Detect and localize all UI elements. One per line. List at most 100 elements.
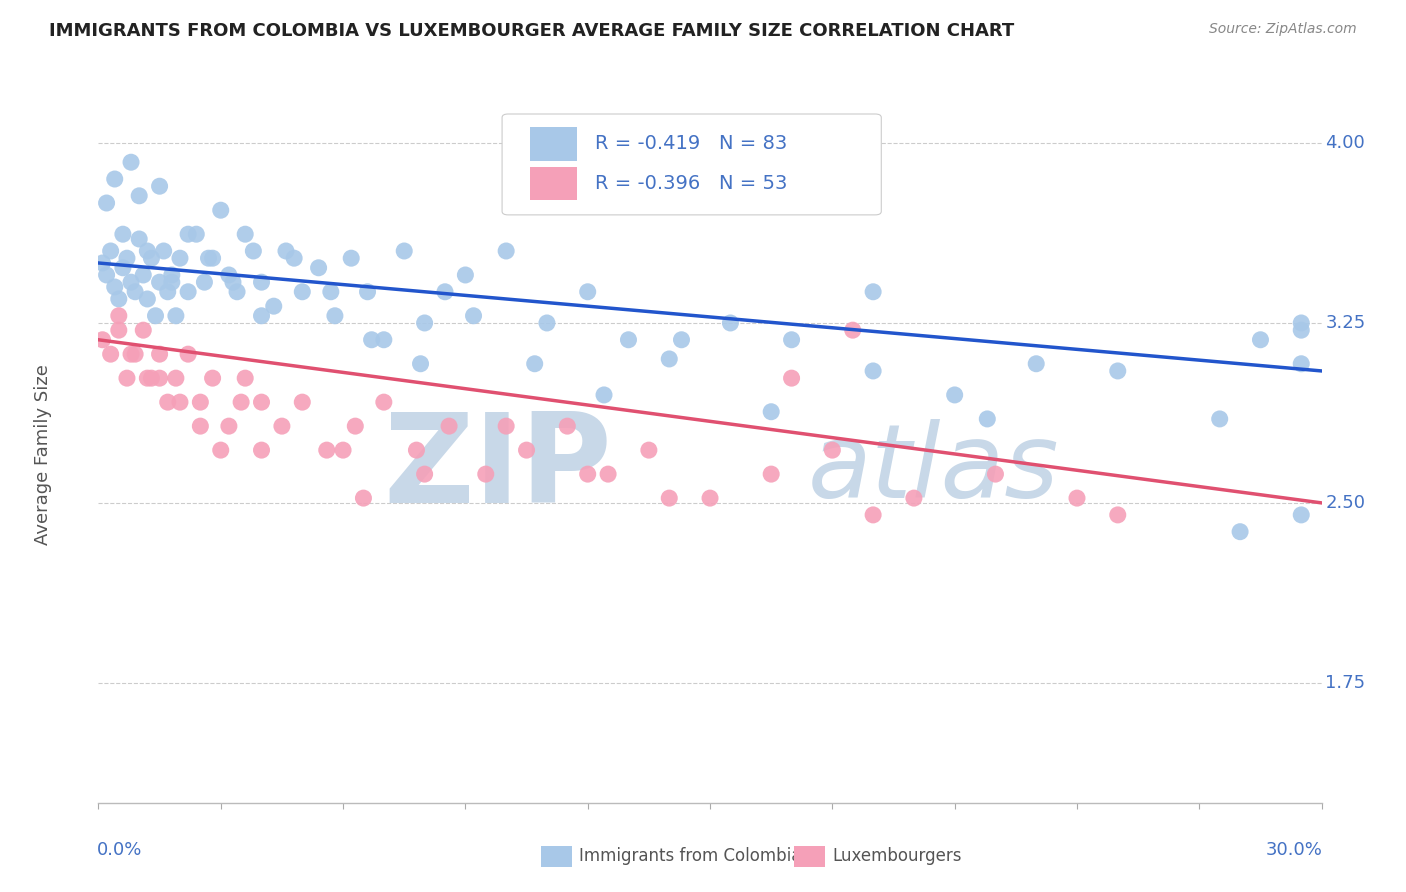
Point (222, 275, 245, 289)
Point (373, 333, 395, 347)
Point (409, 357, 432, 371)
Point (250, 443, 273, 458)
Point (1025, 357, 1047, 371)
Text: Immigrants from Colombia: Immigrants from Colombia (579, 847, 801, 865)
Point (193, 275, 215, 289)
Text: 2.50: 2.50 (1326, 494, 1365, 512)
Point (218, 419, 240, 434)
Point (308, 260, 330, 275)
Text: Luxembourgers: Luxembourgers (832, 847, 962, 865)
Point (821, 443, 844, 458)
Point (91, 333, 114, 347)
Point (862, 364, 884, 378)
Point (413, 316, 436, 330)
Point (91, 256, 114, 270)
Point (242, 244, 264, 258)
Point (536, 316, 558, 330)
Point (780, 333, 803, 347)
Point (1229, 524, 1251, 539)
Point (291, 285, 314, 299)
Point (658, 351, 681, 366)
Point (474, 467, 498, 482)
Point (156, 395, 179, 409)
Text: ZIP: ZIP (384, 409, 612, 529)
Point (169, 395, 191, 409)
Point (177, 285, 200, 299)
Point (323, 309, 346, 323)
Point (149, 179, 172, 194)
Point (250, 275, 273, 289)
Point (1291, 357, 1313, 371)
Point (209, 203, 232, 218)
Point (1291, 508, 1313, 522)
Text: Source: ZipAtlas.com: Source: ZipAtlas.com (1209, 22, 1357, 37)
Point (1291, 316, 1313, 330)
Point (637, 443, 661, 458)
Point (132, 323, 155, 337)
Point (250, 309, 273, 323)
Point (96, 268, 118, 282)
Point (177, 227, 200, 242)
Point (617, 333, 640, 347)
Point (332, 443, 354, 458)
Point (124, 347, 146, 361)
Point (209, 443, 232, 458)
Point (233, 227, 256, 242)
Point (274, 244, 297, 258)
Point (188, 419, 212, 434)
Point (201, 251, 224, 265)
Point (270, 419, 294, 434)
Text: IMMIGRANTS FROM COLOMBIA VS LUXEMBOURGER AVERAGE FAMILY SIZE CORRELATION CHART: IMMIGRANTS FROM COLOMBIA VS LUXEMBOURGER… (49, 22, 1015, 40)
Point (671, 333, 693, 347)
Point (188, 395, 212, 409)
Point (233, 371, 256, 385)
Point (120, 347, 142, 361)
Point (120, 155, 142, 169)
Point (283, 251, 305, 265)
Point (576, 467, 599, 482)
Point (373, 395, 395, 409)
Point (128, 232, 150, 246)
Point (152, 244, 174, 258)
Point (160, 268, 183, 282)
Point (201, 371, 224, 385)
Point (156, 285, 179, 299)
Point (104, 172, 127, 186)
Point (218, 268, 240, 282)
Text: 30.0%: 30.0% (1265, 841, 1323, 859)
Text: R = -0.396   N = 53: R = -0.396 N = 53 (595, 174, 787, 193)
Point (523, 357, 546, 371)
Text: Average Family Size: Average Family Size (34, 365, 52, 545)
Point (437, 419, 460, 434)
Point (177, 347, 200, 361)
FancyBboxPatch shape (502, 114, 882, 215)
Point (718, 316, 742, 330)
Point (104, 280, 127, 294)
Point (761, 405, 783, 419)
Point (124, 285, 146, 299)
Point (149, 347, 172, 361)
Point (340, 251, 363, 265)
Point (976, 412, 998, 426)
Point (108, 309, 131, 323)
Point (96, 196, 118, 211)
Point (780, 371, 803, 385)
Point (108, 292, 131, 306)
Point (658, 491, 681, 505)
Point (344, 419, 367, 434)
Point (943, 388, 966, 402)
Point (128, 189, 150, 203)
Point (115, 251, 138, 265)
Point (360, 333, 382, 347)
Point (186, 227, 208, 242)
Point (598, 467, 620, 482)
Point (862, 285, 884, 299)
Point (100, 347, 122, 361)
Point (231, 395, 253, 409)
Point (1249, 333, 1271, 347)
Point (136, 244, 159, 258)
Point (111, 227, 134, 242)
Point (120, 275, 142, 289)
Point (263, 299, 285, 313)
Point (136, 371, 159, 385)
